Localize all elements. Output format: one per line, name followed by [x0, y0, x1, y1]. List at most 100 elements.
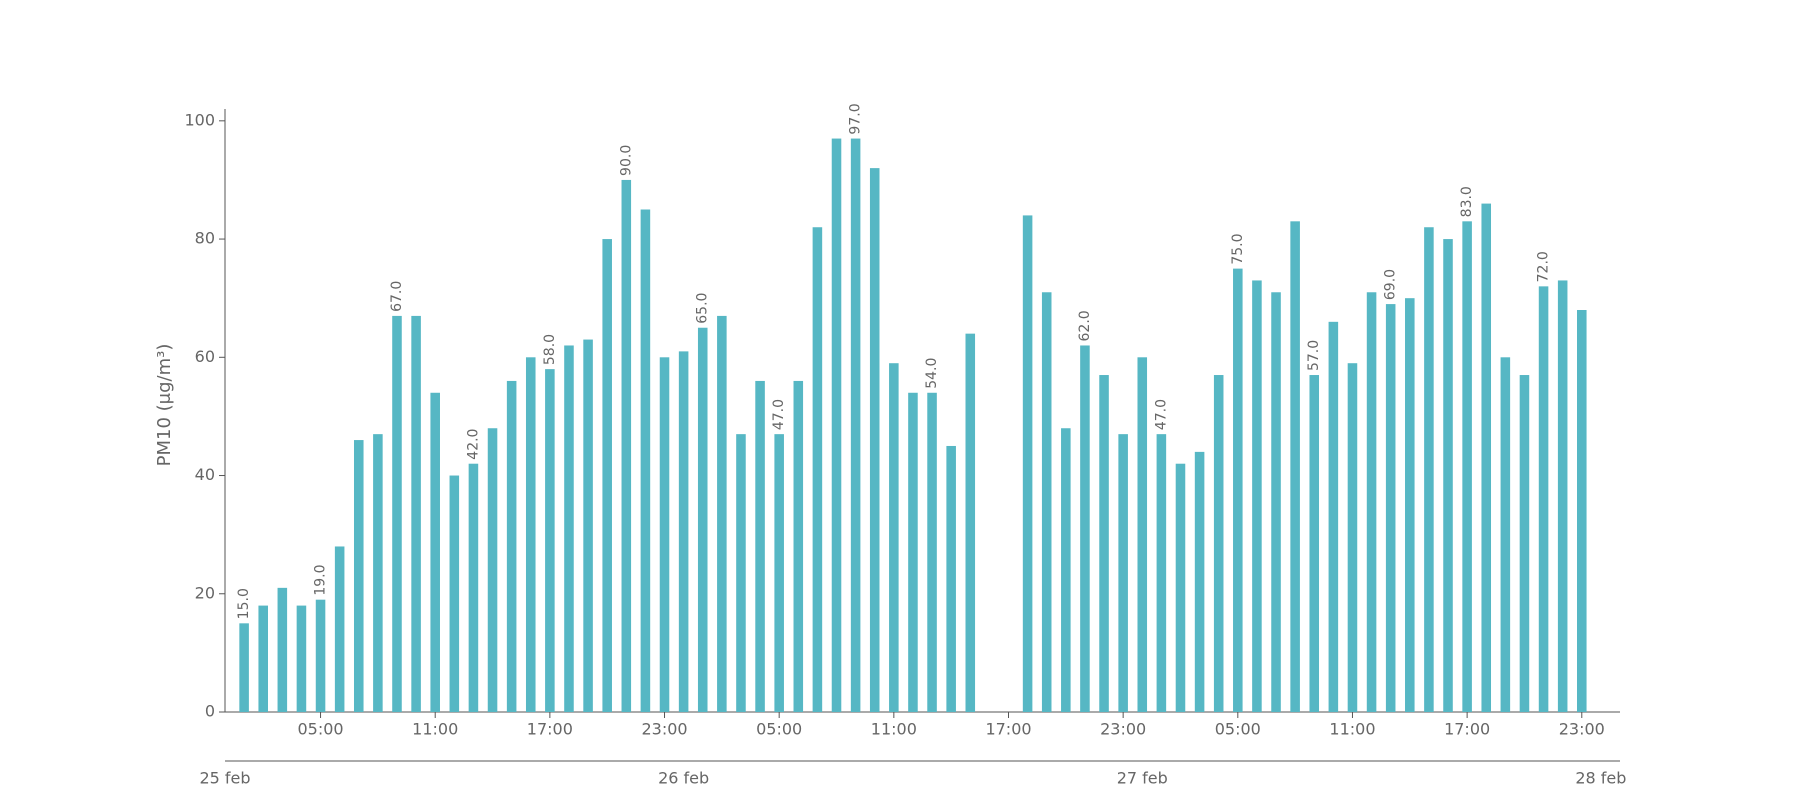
bar: [334, 546, 345, 712]
bar: [1118, 434, 1128, 712]
bar: [277, 587, 288, 712]
bar: [258, 605, 268, 712]
bar: [1271, 292, 1281, 712]
x-tick-label: 17:00: [1444, 720, 1490, 739]
value-label: 42.0: [465, 429, 481, 460]
bar: [869, 168, 880, 712]
bar: [1328, 321, 1339, 712]
value-label: 83.0: [1459, 186, 1475, 217]
x-tick-label: 23:00: [1100, 720, 1146, 739]
bar: [965, 333, 976, 712]
value-label: 54.0: [924, 358, 940, 389]
bar: [1385, 304, 1396, 712]
x-tick-label: 05:00: [756, 720, 802, 739]
bar: [621, 179, 632, 713]
bar: [678, 351, 689, 712]
bar: [602, 239, 612, 712]
bar: [755, 380, 765, 712]
bar: [946, 445, 956, 712]
date-label: 27 feb: [1117, 769, 1168, 788]
bar: [736, 434, 746, 712]
bar: [1061, 428, 1071, 712]
bar: [1194, 451, 1205, 712]
bar: [392, 315, 402, 712]
bar: [831, 138, 842, 712]
bar: [1481, 203, 1492, 712]
bar: [774, 434, 784, 712]
bar: [1252, 280, 1262, 712]
value-label: 69.0: [1383, 269, 1399, 300]
bar: [1577, 310, 1587, 712]
bar: [697, 327, 708, 712]
x-tick-label: 11:00: [871, 720, 917, 739]
bar: [239, 623, 249, 712]
bar: [583, 339, 593, 712]
bar: [1557, 280, 1568, 712]
bar: [430, 392, 440, 712]
bar: [1099, 375, 1109, 712]
bar: [1500, 357, 1511, 712]
y-tick-label: 40: [195, 465, 215, 484]
date-label: 26 feb: [658, 769, 709, 788]
value-label: 97.0: [848, 103, 864, 134]
bar: [812, 227, 823, 712]
bar: [1213, 375, 1224, 712]
bar: [1366, 292, 1377, 712]
bar: [1233, 268, 1243, 712]
bar: [506, 380, 517, 712]
bar: [659, 357, 670, 712]
bar: [411, 315, 421, 712]
bar: [1538, 286, 1549, 712]
bar: [1175, 463, 1186, 712]
bar: [1405, 298, 1415, 712]
bar: [1347, 363, 1358, 712]
bar: [640, 209, 651, 712]
bar: [1309, 375, 1320, 712]
bar: [1443, 239, 1453, 712]
value-label: 75.0: [1230, 233, 1246, 264]
bar: [1290, 221, 1300, 712]
y-tick-label: 60: [195, 347, 215, 366]
value-label: 65.0: [695, 293, 711, 324]
value-label: 67.0: [389, 281, 405, 312]
x-tick-label: 23:00: [641, 720, 687, 739]
x-tick-label: 05:00: [1215, 720, 1261, 739]
x-tick-label: 17:00: [985, 720, 1031, 739]
bar: [373, 434, 383, 712]
bar: [927, 392, 937, 712]
value-label: 62.0: [1077, 310, 1093, 341]
bar: [717, 315, 727, 712]
bar: [487, 428, 498, 712]
x-tick-label: 17:00: [527, 720, 573, 739]
x-tick-label: 23:00: [1559, 720, 1605, 739]
y-tick-label: 80: [195, 229, 215, 248]
date-label: 25 feb: [199, 769, 250, 788]
bar: [525, 357, 536, 712]
value-label: 15.0: [236, 588, 252, 619]
bar: [449, 475, 460, 712]
value-label: 47.0: [1153, 399, 1169, 430]
x-tick-label: 11:00: [1329, 720, 1375, 739]
value-label: 90.0: [618, 145, 634, 176]
value-label: 47.0: [771, 399, 787, 430]
value-label: 58.0: [542, 334, 558, 365]
bar: [315, 599, 326, 712]
y-tick-label: 20: [195, 583, 215, 602]
bar: [889, 363, 899, 712]
x-tick-label: 11:00: [412, 720, 458, 739]
bar: [793, 380, 804, 712]
value-label: 57.0: [1306, 340, 1322, 371]
bar: [1519, 375, 1530, 712]
date-label: 28 feb: [1575, 769, 1626, 788]
value-label: 72.0: [1536, 251, 1552, 282]
x-tick-label: 05:00: [297, 720, 343, 739]
bar: [296, 605, 307, 712]
bar: [545, 369, 555, 712]
y-tick-label: 100: [184, 110, 215, 129]
y-tick-label: 0: [205, 702, 215, 721]
bar: [1137, 357, 1148, 712]
bar: [353, 440, 364, 712]
bar: [1022, 215, 1033, 713]
bar: [1424, 227, 1434, 712]
